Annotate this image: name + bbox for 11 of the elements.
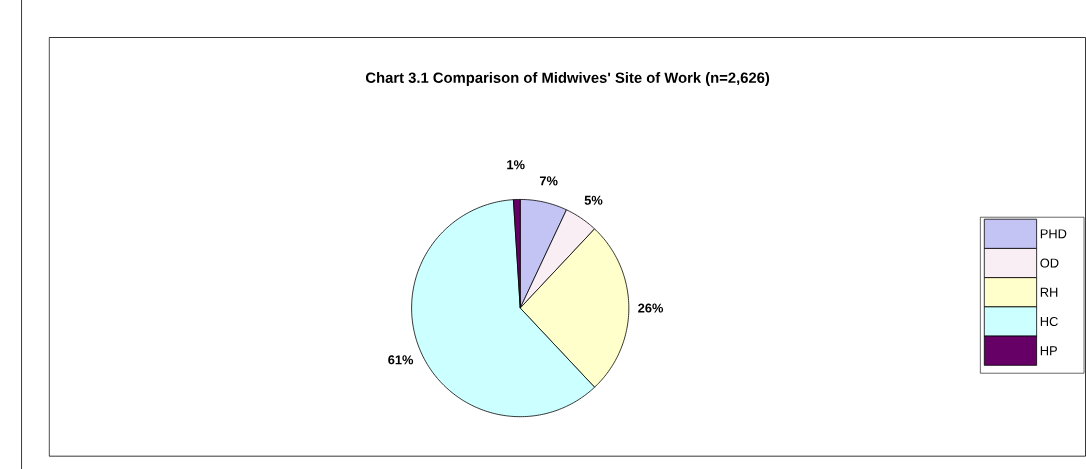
data-label: 1% [507, 160, 525, 170]
data-label: 26% [638, 303, 664, 313]
legend-label: HC [1040, 316, 1058, 327]
chart-title: Chart 3.1 Comparison of Midwives' Site of Work (n=2,626) [365, 72, 770, 86]
data-label: 61% [388, 355, 414, 365]
legend-label: HP [1040, 346, 1057, 356]
data-label: 7% [539, 176, 558, 186]
legend-label: PHD [1040, 229, 1067, 239]
legend-label: RH [1040, 287, 1058, 297]
legend-label: OD [1040, 258, 1059, 268]
data-label: 5% [584, 195, 603, 205]
